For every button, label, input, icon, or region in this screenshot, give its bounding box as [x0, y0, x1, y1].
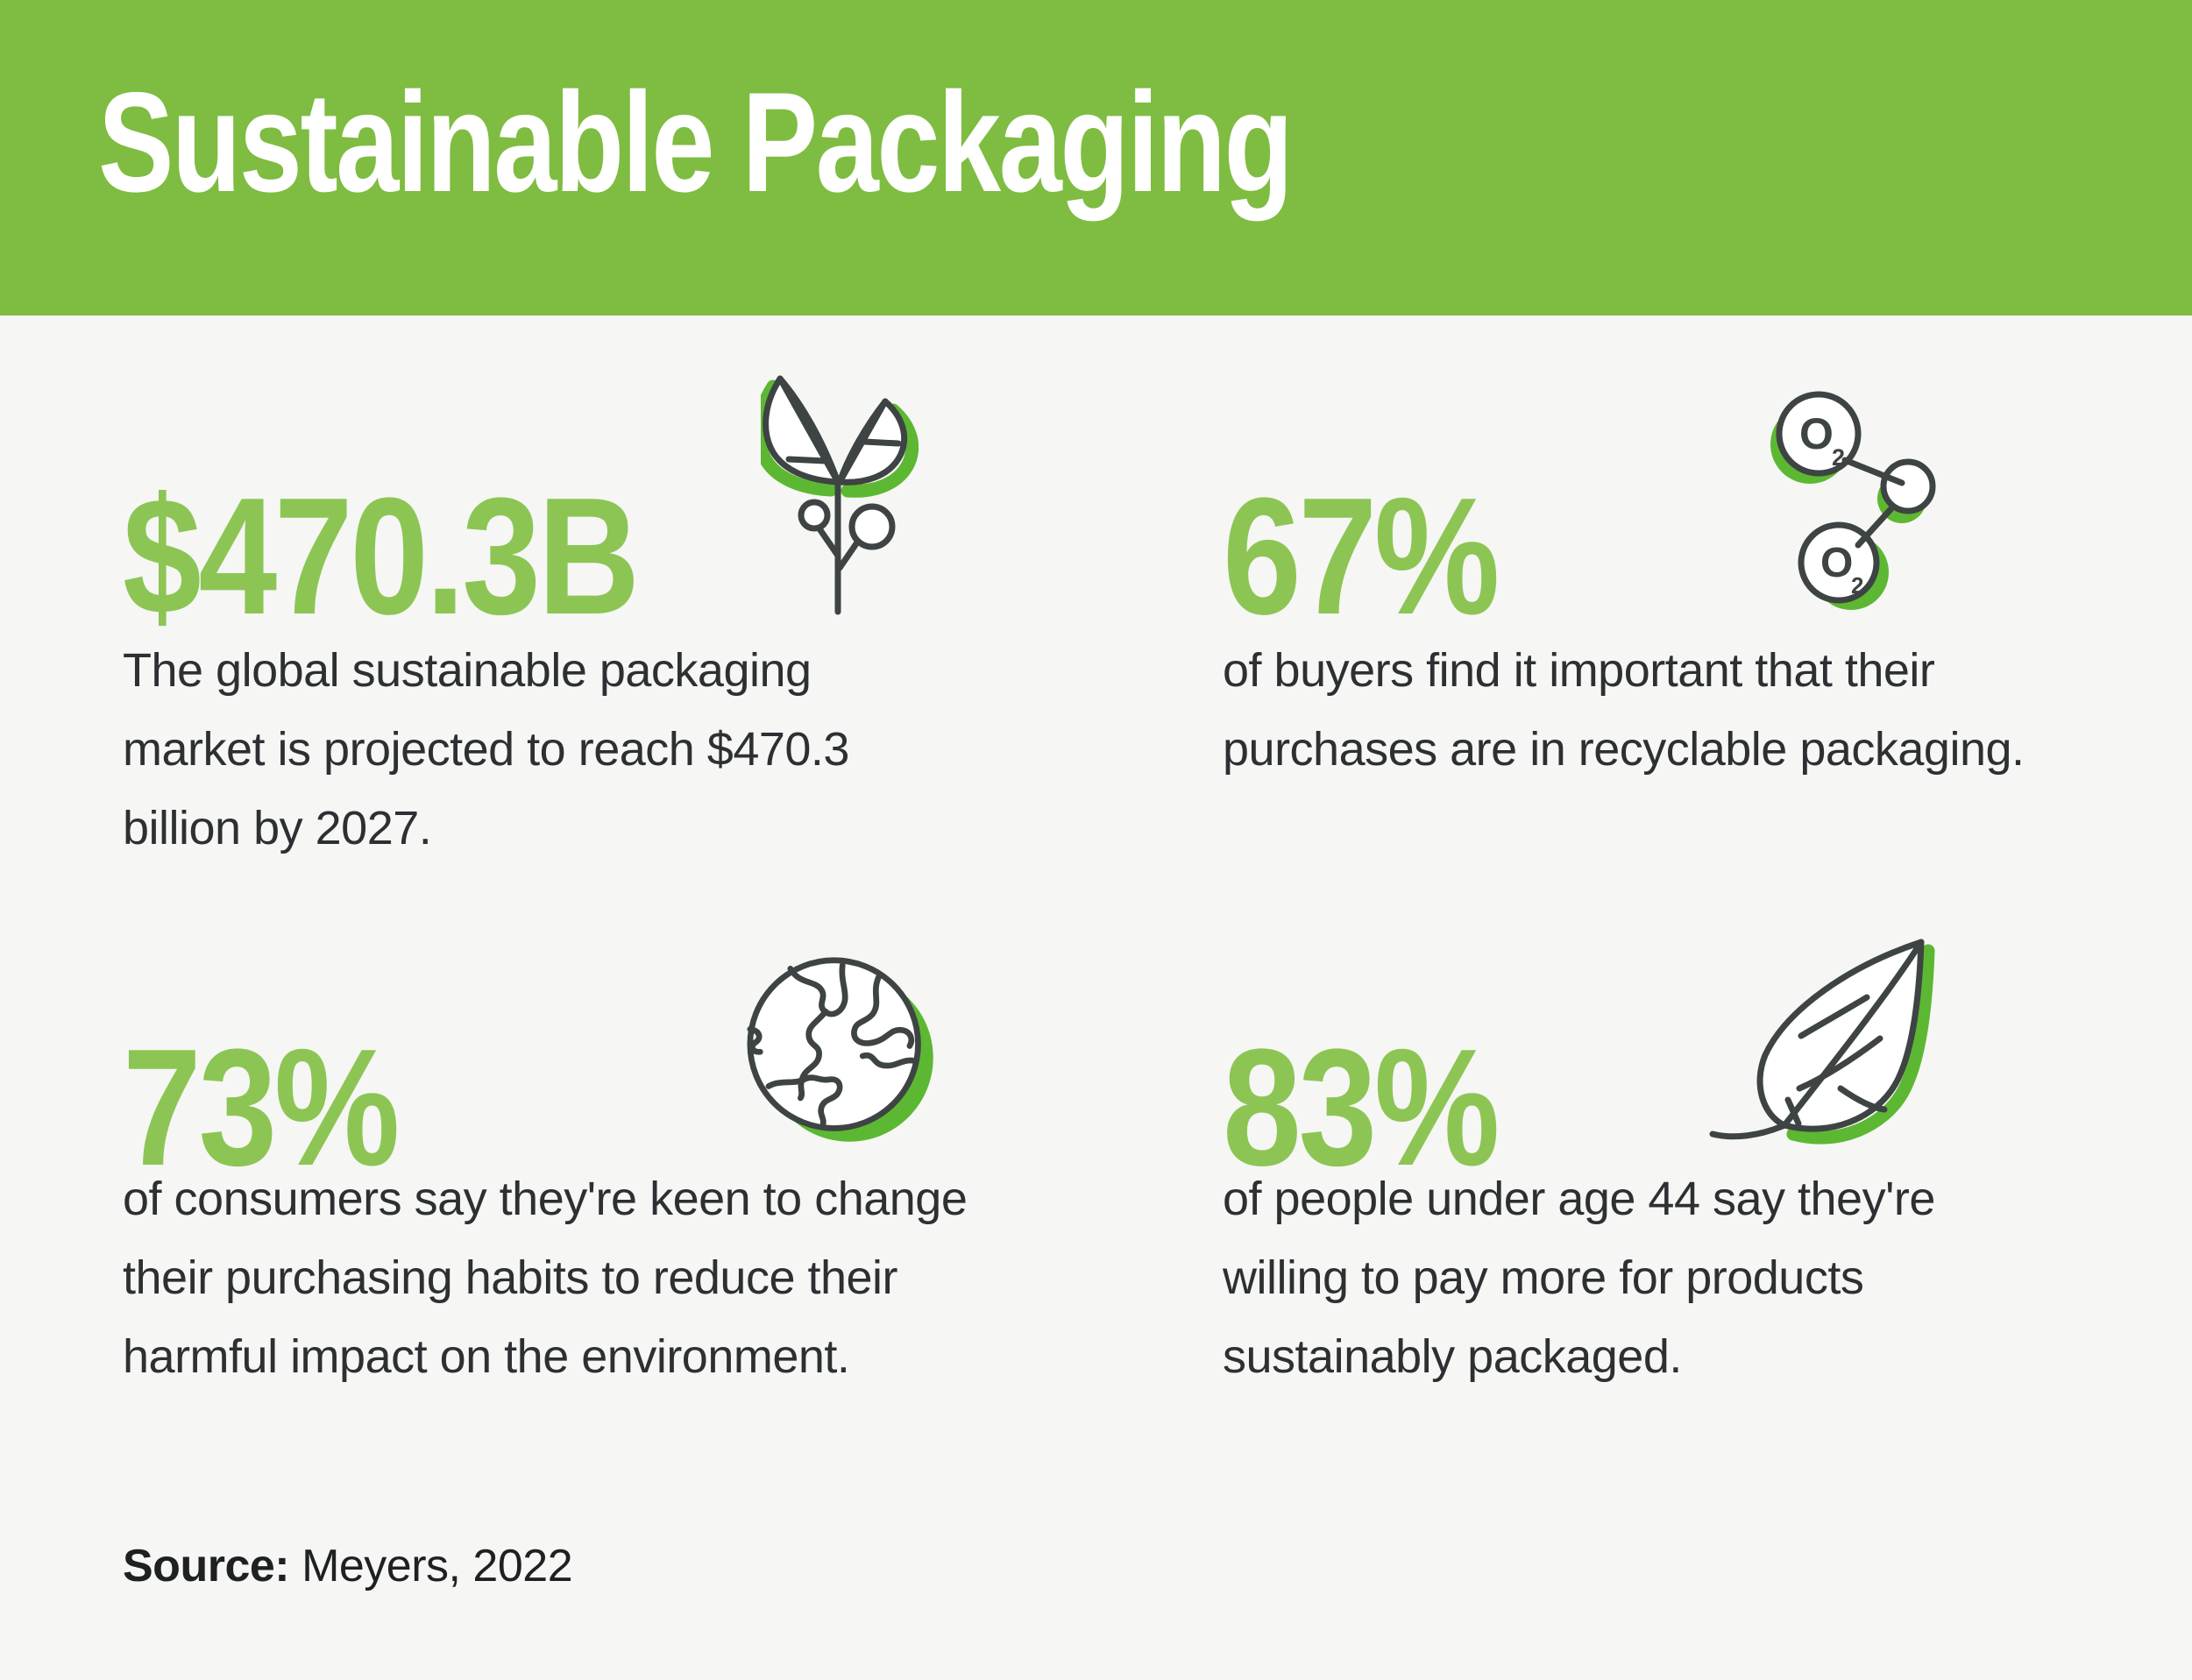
svg-text:2: 2	[1832, 444, 1845, 471]
stat-card-pay-more: 83% of people under age 44 say they're wi…	[1223, 939, 2192, 1507]
source-label: Source:	[123, 1541, 290, 1591]
svg-text:2: 2	[1851, 572, 1863, 599]
stat-card-habits: 73% of consumers say they're keen to cha…	[123, 946, 1104, 1507]
stat-description: of people under age 44 say they're willin…	[1223, 1173, 1935, 1383]
stat-description: of buyers find it important that their pu…	[1223, 644, 2025, 776]
page-title: Sustainable Packaging	[98, 63, 1294, 222]
stat-value: 83%	[1223, 1015, 1500, 1201]
stat-description: of consumers say they're keen to change t…	[123, 1173, 968, 1383]
stat-description: The global sustainable packaging market i…	[123, 644, 849, 854]
header-banner: Sustainable Packaging	[0, 0, 2192, 315]
svg-text:O: O	[1820, 540, 1853, 586]
stat-card-market: $470.3B The global sustainable packaging…	[123, 368, 1104, 929]
source-line: Source: Meyers, 2022	[123, 1540, 573, 1592]
plant-sprout-icon	[752, 373, 919, 623]
stat-card-recyclable: 67% O 2 O 2 of buyers find it important …	[1223, 368, 2192, 929]
stat-value: 73%	[123, 1015, 400, 1201]
leaf-icon	[1700, 938, 1963, 1157]
earth-icon	[747, 955, 948, 1161]
svg-text:O: O	[1799, 409, 1834, 458]
oxygen-molecules-icon: O 2 O 2	[1770, 390, 1946, 622]
source-text: Meyers, 2022	[301, 1541, 573, 1591]
stat-value: 67%	[1223, 464, 1500, 649]
stat-value: $470.3B	[123, 464, 640, 649]
